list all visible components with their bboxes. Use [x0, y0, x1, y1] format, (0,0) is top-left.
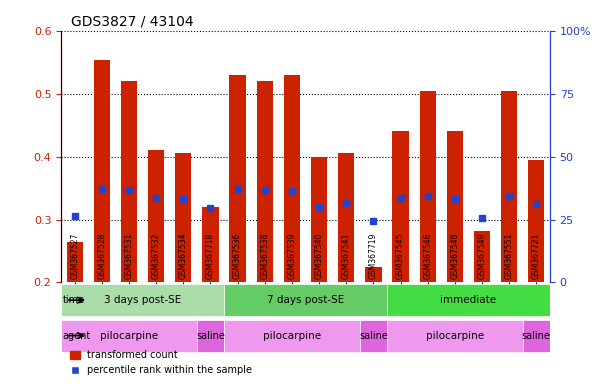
- Text: pilocarpine: pilocarpine: [100, 331, 158, 341]
- Text: GSM367541: GSM367541: [342, 232, 351, 279]
- Bar: [528, 160, 544, 283]
- Bar: [420, 91, 436, 283]
- Bar: [447, 131, 463, 283]
- Bar: [148, 150, 164, 283]
- Text: saline: saline: [522, 331, 551, 341]
- Text: 3 days post-SE: 3 days post-SE: [104, 295, 181, 305]
- Bar: [501, 91, 518, 283]
- Text: GSM367551: GSM367551: [505, 232, 514, 279]
- Text: GSM367549: GSM367549: [478, 232, 486, 279]
- FancyBboxPatch shape: [523, 319, 550, 351]
- Text: GSM367540: GSM367540: [315, 232, 324, 279]
- Bar: [257, 81, 273, 283]
- Bar: [474, 231, 490, 283]
- Text: GSM367721: GSM367721: [532, 232, 541, 279]
- Text: GSM367538: GSM367538: [260, 232, 269, 279]
- Bar: [121, 81, 137, 283]
- Bar: [338, 154, 354, 283]
- Text: saline: saline: [196, 331, 225, 341]
- FancyBboxPatch shape: [224, 319, 360, 351]
- Text: GSM367719: GSM367719: [369, 232, 378, 279]
- Text: GSM367536: GSM367536: [233, 232, 242, 279]
- Bar: [230, 75, 246, 283]
- Bar: [175, 153, 191, 283]
- Bar: [311, 157, 327, 283]
- FancyBboxPatch shape: [197, 319, 224, 351]
- Text: agent: agent: [62, 331, 91, 341]
- Text: pilocarpine: pilocarpine: [263, 331, 321, 341]
- FancyBboxPatch shape: [61, 319, 197, 351]
- Text: GDS3827 / 43104: GDS3827 / 43104: [71, 14, 194, 28]
- Text: GSM367528: GSM367528: [97, 232, 106, 279]
- Bar: [93, 60, 110, 283]
- Text: GSM367539: GSM367539: [287, 232, 296, 279]
- FancyBboxPatch shape: [387, 284, 550, 316]
- Text: GSM367718: GSM367718: [206, 232, 215, 279]
- Text: GSM367531: GSM367531: [125, 232, 133, 279]
- Text: GSM367546: GSM367546: [423, 232, 432, 279]
- Text: GSM367527: GSM367527: [70, 232, 79, 279]
- Text: pilocarpine: pilocarpine: [426, 331, 484, 341]
- FancyBboxPatch shape: [224, 284, 387, 316]
- Text: time: time: [62, 295, 85, 305]
- Text: GSM367534: GSM367534: [179, 232, 188, 279]
- Text: GSM367545: GSM367545: [396, 232, 405, 279]
- Text: immediate: immediate: [441, 295, 497, 305]
- FancyBboxPatch shape: [61, 284, 224, 316]
- Bar: [365, 267, 381, 283]
- Bar: [392, 131, 409, 283]
- Text: 7 days post-SE: 7 days post-SE: [267, 295, 344, 305]
- Text: GSM367548: GSM367548: [450, 232, 459, 279]
- Text: GSM367532: GSM367532: [152, 232, 161, 279]
- Legend: transformed count, percentile rank within the sample: transformed count, percentile rank withi…: [66, 346, 256, 379]
- FancyBboxPatch shape: [360, 319, 387, 351]
- Text: saline: saline: [359, 331, 388, 341]
- Bar: [67, 242, 83, 283]
- Bar: [284, 75, 300, 283]
- Bar: [202, 207, 219, 283]
- FancyBboxPatch shape: [387, 319, 523, 351]
